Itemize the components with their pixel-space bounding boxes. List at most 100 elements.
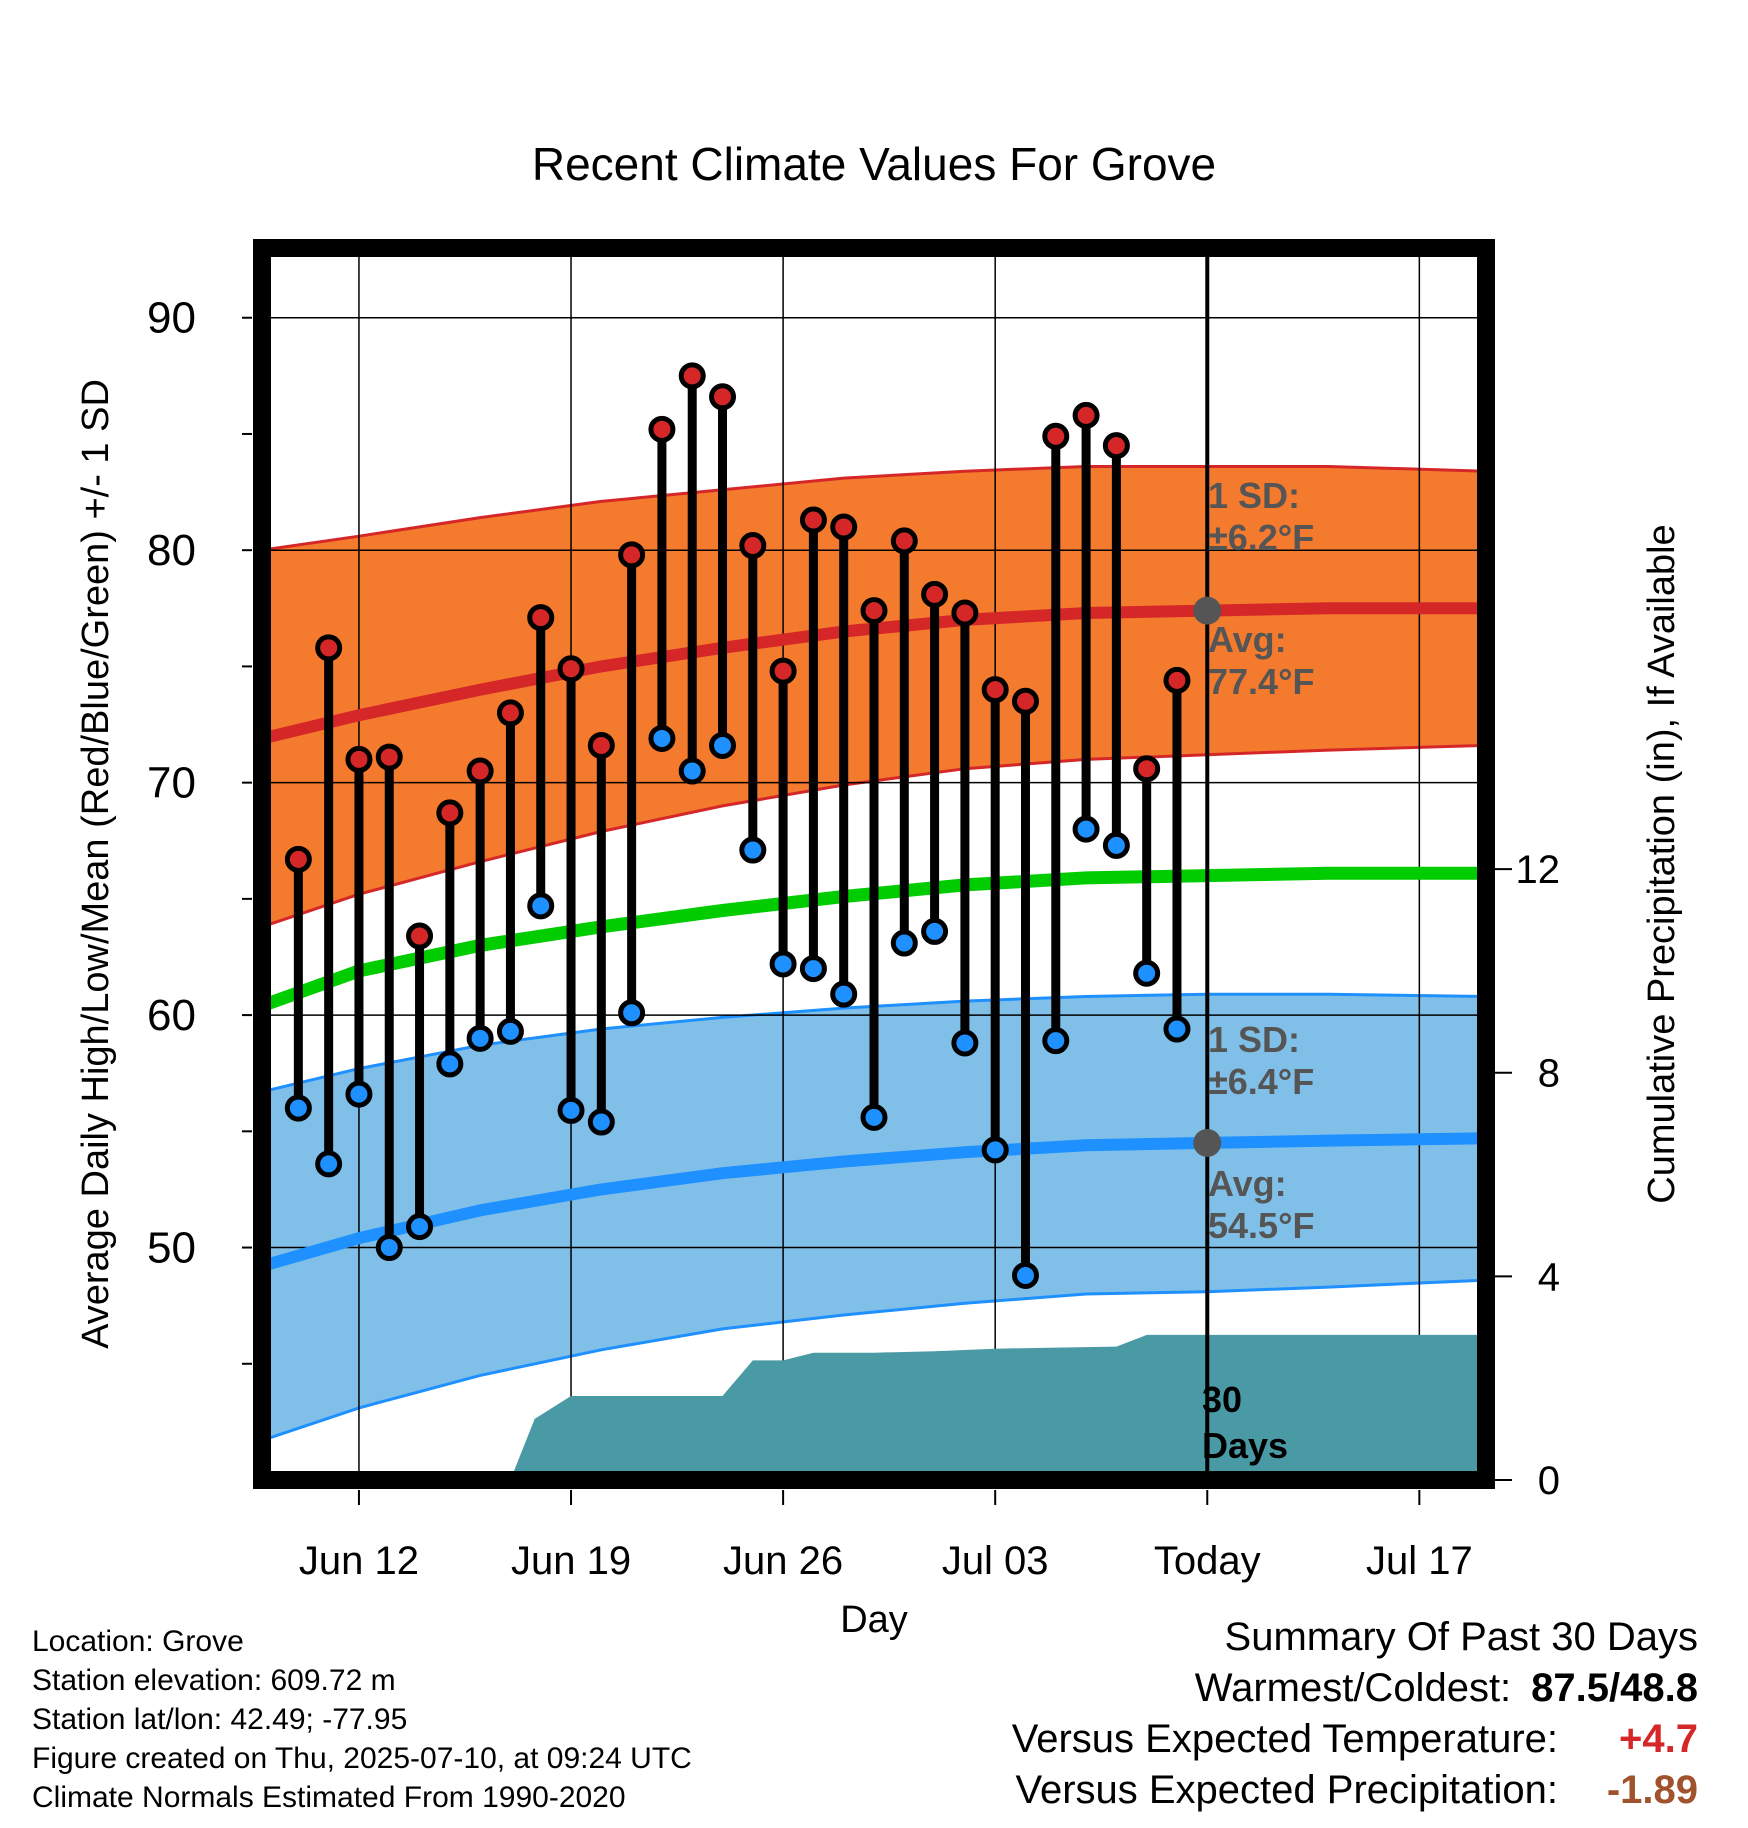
high-sd-value: ±6.2°F: [1208, 517, 1314, 558]
today-high-marker: [1193, 596, 1222, 625]
period-label: 30: [1202, 1379, 1242, 1420]
y-tick-label-right: 12: [1516, 848, 1561, 892]
today-low-marker: [1193, 1128, 1222, 1157]
y-tick-label-left: 80: [147, 526, 196, 575]
low-sd-value: ±6.4°F: [1208, 1061, 1314, 1102]
y-tick-label-left: 70: [147, 759, 196, 808]
daily-high-point: [315, 634, 343, 662]
x-tick-label: Jun 19: [511, 1539, 631, 1583]
today-marker: [1193, 248, 1222, 1480]
daily-high-point: [1163, 666, 1191, 694]
precipitation-area: [510, 1334, 1486, 1480]
daily-high-point: [769, 657, 797, 685]
period-label-days: Days: [1202, 1425, 1288, 1466]
low-average-line: [262, 1132, 1486, 1272]
daily-low-point: [375, 1234, 403, 1262]
daily-high-point: [981, 676, 1009, 704]
info-latlon: Station lat/lon: 42.49; -77.95: [32, 1703, 408, 1736]
summary-heading: Summary Of Past 30 Days: [1224, 1615, 1698, 1659]
daily-high-point: [284, 845, 312, 873]
daily-high-point: [860, 597, 888, 625]
daily-low-point: [1042, 1027, 1070, 1055]
daily-high-point: [1133, 755, 1161, 783]
low-sd-label: 1 SD:: [1208, 1019, 1300, 1060]
daily-high-point: [739, 532, 767, 560]
daily-high-point: [436, 799, 464, 827]
daily-low-point: [345, 1080, 373, 1108]
daily-low-point: [830, 980, 858, 1008]
chart-title: Recent Climate Values For Grove: [532, 138, 1216, 190]
high-band-upper-edge: [262, 465, 1486, 552]
daily-low-point: [406, 1213, 434, 1241]
precip-value: -1.89: [1606, 1768, 1698, 1812]
daily-low-point: [1102, 831, 1130, 859]
daily-low-point: [436, 1050, 464, 1078]
axes: 50 60 70 80 90 0 4 8 12 Jun 12 Jun 19 Jun 26 Jul 03 T…: [147, 294, 1560, 1583]
daily-low-point: [315, 1150, 343, 1178]
daily-high-point: [678, 362, 706, 390]
daily-low-point: [709, 731, 737, 759]
x-axis-label: Day: [840, 1599, 908, 1641]
precip-cumulative-area: [510, 1334, 1486, 1480]
y-tick-label-left: 50: [147, 1224, 196, 1273]
annotations: 1 SD: ±6.2°F Avg: 77.4°F 1 SD: ±6.4°F Av…: [1202, 475, 1314, 1466]
daily-high-point: [618, 541, 646, 569]
low-band-upper-edge: [262, 992, 1486, 1094]
daily-low-point: [951, 1029, 979, 1057]
daily-high-point: [921, 580, 949, 608]
plot-frame: [253, 239, 1495, 1489]
x-tick-label: Today: [1154, 1539, 1261, 1583]
info-elevation: Station elevation: 609.72 m: [32, 1664, 396, 1697]
daily-high-point: [799, 506, 827, 534]
daily-low-point: [587, 1108, 615, 1136]
summary-precipitation: Versus Expected Precipitation: -1.89: [1012, 1765, 1698, 1816]
daily-low-point: [1072, 815, 1100, 843]
daily-high-point: [1072, 401, 1100, 429]
temp-label: Versus Expected Temperature:: [1011, 1717, 1558, 1761]
summary-warmest-coldest: Warmest/Coldest: 87.5/48.8: [1012, 1663, 1698, 1714]
daily-high-point: [1102, 432, 1130, 460]
daily-high-point: [406, 922, 434, 950]
y-tick-label-right: 8: [1538, 1052, 1560, 1096]
y-axis-label-right: Cumulative Precipitation (in), If Availa…: [1641, 524, 1683, 1203]
high-sd-label: 1 SD:: [1208, 475, 1300, 516]
daily-low-point: [284, 1094, 312, 1122]
daily-low-point: [1163, 1015, 1191, 1043]
x-tick-label: Jul 03: [942, 1539, 1049, 1583]
daily-high-point: [648, 415, 676, 443]
info-created: Figure created on Thu, 2025-07-10, at 09…: [32, 1742, 692, 1775]
x-tick-label: Jun 12: [299, 1539, 419, 1583]
daily-low-point: [527, 892, 555, 920]
y-tick-label-left: 60: [147, 991, 196, 1040]
daily-high-point: [466, 757, 494, 785]
warmest-coldest-label: Warmest/Coldest:: [1194, 1666, 1512, 1710]
daily-high-point: [890, 527, 918, 555]
daily-low-point: [557, 1096, 585, 1124]
daily-low-point: [860, 1103, 888, 1131]
warmest-coldest-value: 87.5/48.8: [1531, 1666, 1698, 1710]
daily-low-point: [1011, 1261, 1039, 1289]
daily-observations: [284, 362, 1191, 1289]
temp-value: +4.7: [1619, 1717, 1698, 1761]
daily-high-point: [1042, 422, 1070, 450]
daily-low-point: [799, 955, 827, 983]
low-avg-value: 54.5°F: [1208, 1205, 1314, 1246]
daily-low-point: [769, 950, 797, 978]
low-band-lower-edge: [262, 1278, 1486, 1442]
station-info: Location: Grove Station elevation: 609.7…: [32, 1622, 692, 1817]
daily-high-point: [527, 604, 555, 632]
daily-low-point: [739, 836, 767, 864]
y-axis-label-left: Average Daily High/Low/Mean (Red/Blue/Gr…: [75, 379, 117, 1349]
daily-high-point: [345, 745, 373, 773]
daily-high-point: [587, 731, 615, 759]
low-avg-label: Avg:: [1208, 1163, 1287, 1204]
daily-low-point: [466, 1024, 494, 1052]
daily-low-point: [1133, 959, 1161, 987]
info-location: Location: Grove: [32, 1625, 244, 1658]
daily-low-point: [618, 999, 646, 1027]
daily-high-point: [1011, 687, 1039, 715]
summary-temperature: Versus Expected Temperature: +4.7: [1012, 1714, 1698, 1765]
daily-high-point: [557, 655, 585, 683]
daily-high-point: [951, 599, 979, 627]
y-tick-label-left: 90: [147, 294, 196, 343]
